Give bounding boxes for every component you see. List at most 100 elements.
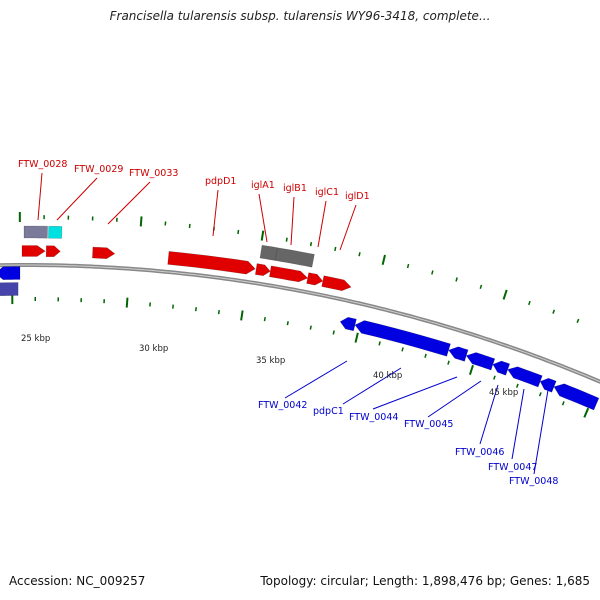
gene-label[interactable]: FTW_0048 [509,476,558,487]
gene-label[interactable]: FTW_0028 [18,159,67,170]
scale-label: 25 kbp [21,334,50,344]
tick-mark [538,392,542,397]
label-leader [342,367,402,405]
gene-fwd[interactable] [45,245,61,258]
tick-mark [378,341,381,346]
gene-label[interactable]: FTW_0045 [404,419,453,430]
tick-mark [583,407,590,418]
label-leader [479,384,499,445]
tick-mark [561,401,565,406]
tick-mark [354,332,359,343]
gene-label[interactable]: FTW_0033 [129,168,178,179]
gene-rev[interactable] [0,266,21,281]
label-leader [107,181,151,225]
tick-mark [237,229,240,235]
gene-rev[interactable] [539,377,557,393]
tick-marks [11,212,590,418]
gene-misc[interactable] [48,225,63,239]
gene-pseudo[interactable] [259,244,278,261]
tick-mark [240,310,244,321]
tick-mark [285,237,288,242]
gene-fwd[interactable] [306,272,324,286]
gene-label[interactable]: FTW_0042 [258,400,307,411]
label-leader [372,376,458,410]
tick-mark [217,310,220,315]
gene-pseudo[interactable] [23,225,48,239]
tick-mark [381,254,386,265]
map-title: Francisella tularensis subsp. tularensis… [109,9,491,23]
tick-mark [502,289,508,300]
genome-backbone [0,263,600,384]
scale-label: 35 kbp [256,356,285,366]
label-leader [290,196,295,246]
tick-mark [334,246,337,252]
tick-mark [139,216,143,227]
gene-fwd[interactable] [21,245,46,257]
gene-rev[interactable] [0,282,19,297]
tick-mark [447,360,450,365]
accession-info: Accession: NC_009257 [9,574,146,588]
tick-mark [479,284,483,289]
label-leader [427,380,482,418]
backbone-highlight [0,264,600,383]
tick-mark [528,300,531,306]
tick-mark [358,252,361,257]
tick-mark [576,318,580,324]
gene-label[interactable]: iglC1 [315,187,339,198]
label-leader [37,172,43,221]
gene-label[interactable]: pdpD1 [205,176,236,187]
label-leader [317,200,327,248]
scale-label: 30 kbp [139,344,168,354]
gene-rev[interactable] [339,316,357,332]
tick-mark [263,317,266,322]
label-leaders [37,172,549,475]
gene-fwd[interactable] [321,275,352,292]
gene-rev[interactable] [507,366,543,388]
tick-mark [125,297,129,308]
tick-mark [431,270,434,275]
label-leader [258,193,268,243]
gene-label[interactable]: iglD1 [345,191,370,202]
gene-rev[interactable] [354,320,451,357]
tick-mark [455,277,458,282]
tick-mark [515,383,519,388]
label-leader [511,388,525,460]
tick-mark [552,309,556,314]
gene-fwd[interactable] [254,263,271,277]
scale-label: 45 kbp [489,388,518,398]
tick-mark [332,330,335,335]
gene-label[interactable]: iglB1 [283,183,307,194]
tick-mark [424,353,427,358]
gene-rev[interactable] [465,352,496,371]
gene-label[interactable]: FTW_0047 [488,462,537,473]
label-leader [533,389,549,475]
label-leader [284,360,348,399]
genes [0,225,600,411]
gene-label[interactable]: pdpC1 [313,406,344,417]
gene-rev[interactable] [492,360,511,376]
gene-label[interactable]: iglA1 [251,180,275,191]
gene-label[interactable]: FTW_0046 [455,447,504,458]
tick-mark [406,263,410,269]
tick-mark [309,325,312,330]
gene-label[interactable]: FTW_0044 [349,412,398,423]
gene-fwd[interactable] [167,251,256,275]
gene-label[interactable]: FTW_0029 [74,164,123,175]
topology-info: Topology: circular; Length: 1,898,476 bp… [260,574,590,588]
tick-mark [468,364,474,375]
gene-labels: FTW_0028 FTW_0029 FTW_0033 pdpD1 iglA1 iglB1 i… [18,159,558,487]
tick-mark [401,347,404,352]
gene-fwd[interactable] [269,265,309,283]
tick-mark [309,241,313,247]
tick-mark [260,230,265,241]
gene-rev[interactable] [448,346,469,362]
gene-pseudo[interactable] [274,247,315,268]
gene-rev[interactable] [553,383,600,411]
tick-mark [493,375,496,380]
gene-fwd[interactable] [92,246,116,260]
tick-mark [286,321,289,326]
label-leader [339,204,357,251]
label-leader [212,189,219,237]
scale-labels: 25 kbp 30 kbp 35 kbp 40 kbp 45 kbp [21,334,518,398]
